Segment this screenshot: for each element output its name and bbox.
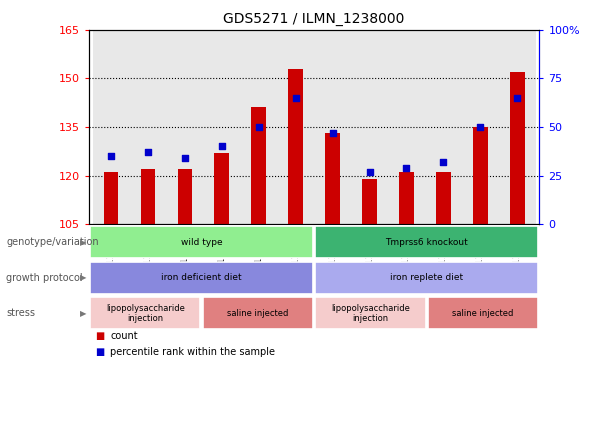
- Bar: [203, 297, 313, 330]
- Text: ■: ■: [95, 331, 104, 341]
- Point: [291, 94, 300, 101]
- Text: lipopolysaccharide
injection: lipopolysaccharide injection: [106, 304, 185, 323]
- Text: saline injected: saline injected: [452, 309, 514, 318]
- Text: ▶: ▶: [80, 309, 86, 318]
- Bar: [362, 179, 377, 224]
- Bar: [399, 172, 414, 224]
- Point: [143, 149, 153, 156]
- Bar: [315, 262, 538, 294]
- Text: saline injected: saline injected: [227, 309, 289, 318]
- Bar: [240, 30, 277, 224]
- Bar: [104, 172, 118, 224]
- Bar: [93, 30, 129, 224]
- Point: [180, 155, 190, 162]
- Bar: [167, 30, 204, 224]
- Point: [328, 129, 338, 136]
- Point: [217, 143, 227, 150]
- Text: genotype/variation: genotype/variation: [6, 237, 99, 247]
- Text: count: count: [110, 331, 138, 341]
- Point: [106, 153, 116, 159]
- Text: percentile rank within the sample: percentile rank within the sample: [110, 347, 275, 357]
- Bar: [314, 30, 351, 224]
- Bar: [388, 30, 425, 224]
- Point: [254, 124, 264, 130]
- Text: wild type: wild type: [181, 238, 223, 247]
- Bar: [277, 30, 314, 224]
- Bar: [315, 297, 425, 330]
- Title: GDS5271 / ILMN_1238000: GDS5271 / ILMN_1238000: [224, 12, 405, 26]
- Bar: [510, 72, 525, 224]
- Point: [402, 165, 411, 171]
- Point: [512, 94, 522, 101]
- Bar: [315, 226, 538, 258]
- Text: ▶: ▶: [80, 238, 86, 247]
- Bar: [129, 30, 167, 224]
- Bar: [251, 107, 266, 224]
- Text: iron replete diet: iron replete diet: [390, 273, 463, 283]
- Text: ▶: ▶: [80, 273, 86, 283]
- Bar: [351, 30, 388, 224]
- Bar: [499, 30, 536, 224]
- Bar: [473, 127, 488, 224]
- Text: lipopolysaccharide
injection: lipopolysaccharide injection: [331, 304, 410, 323]
- Text: ■: ■: [95, 347, 104, 357]
- Bar: [288, 69, 303, 224]
- Bar: [140, 169, 155, 224]
- Bar: [90, 262, 313, 294]
- Text: Tmprss6 knockout: Tmprss6 knockout: [386, 238, 468, 247]
- Bar: [428, 297, 538, 330]
- Bar: [90, 226, 313, 258]
- Point: [365, 168, 375, 175]
- Text: growth protocol: growth protocol: [6, 273, 83, 283]
- Bar: [215, 153, 229, 224]
- Point: [438, 159, 448, 165]
- Text: iron deficient diet: iron deficient diet: [161, 273, 242, 283]
- Bar: [326, 133, 340, 224]
- Bar: [462, 30, 499, 224]
- Bar: [425, 30, 462, 224]
- Bar: [204, 30, 240, 224]
- Point: [476, 124, 485, 130]
- Bar: [90, 297, 200, 330]
- Bar: [178, 169, 192, 224]
- Text: stress: stress: [6, 308, 35, 319]
- Bar: [436, 172, 451, 224]
